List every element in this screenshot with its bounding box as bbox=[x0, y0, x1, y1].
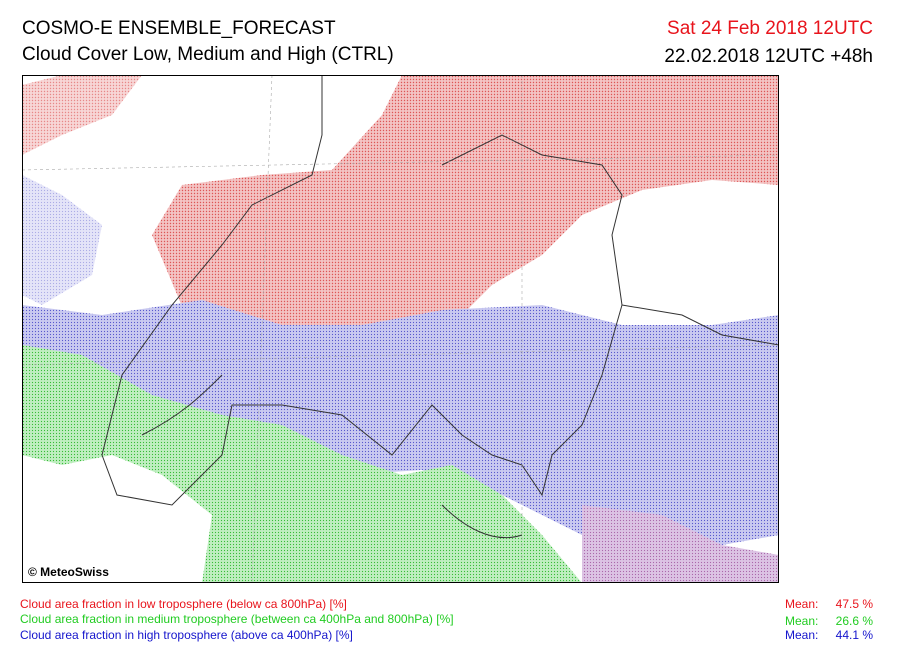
mean-label: Mean: bbox=[785, 597, 819, 611]
legend-low: Cloud area fraction in low troposphere (… bbox=[20, 597, 347, 611]
legend-high: Cloud area fraction in high troposphere … bbox=[20, 628, 353, 642]
subtitle: Cloud Cover Low, Medium and High (CTRL) bbox=[22, 44, 394, 65]
mixed-cloud-area bbox=[582, 505, 779, 583]
run-time: 22.02.2018 12UTC +48h bbox=[664, 46, 873, 67]
mean-label: Mean: bbox=[785, 614, 819, 628]
legend-medium: Cloud area fraction in medium tropospher… bbox=[20, 612, 454, 626]
mean-label: Mean: bbox=[785, 628, 819, 642]
low-cloud-area bbox=[152, 75, 779, 385]
map-frame bbox=[22, 75, 779, 583]
high-cloud-area bbox=[22, 175, 102, 305]
credit-box bbox=[24, 563, 120, 581]
map: © MeteoSwiss bbox=[22, 75, 779, 583]
grid bbox=[22, 75, 779, 583]
credit: © MeteoSwiss bbox=[28, 565, 109, 579]
medium-cloud-area bbox=[22, 345, 582, 583]
mean-value: 44.1 % bbox=[835, 628, 873, 642]
low-cloud-area bbox=[22, 75, 142, 155]
mean-value: 47.5 % bbox=[835, 597, 873, 611]
borders bbox=[101, 75, 779, 539]
high-cloud-area bbox=[22, 300, 779, 545]
mean-value: 26.6 % bbox=[835, 614, 873, 628]
title: COSMO-E ENSEMBLE_FORECAST bbox=[22, 18, 336, 39]
valid-time: Sat 24 Feb 2018 12UTC bbox=[667, 18, 873, 39]
